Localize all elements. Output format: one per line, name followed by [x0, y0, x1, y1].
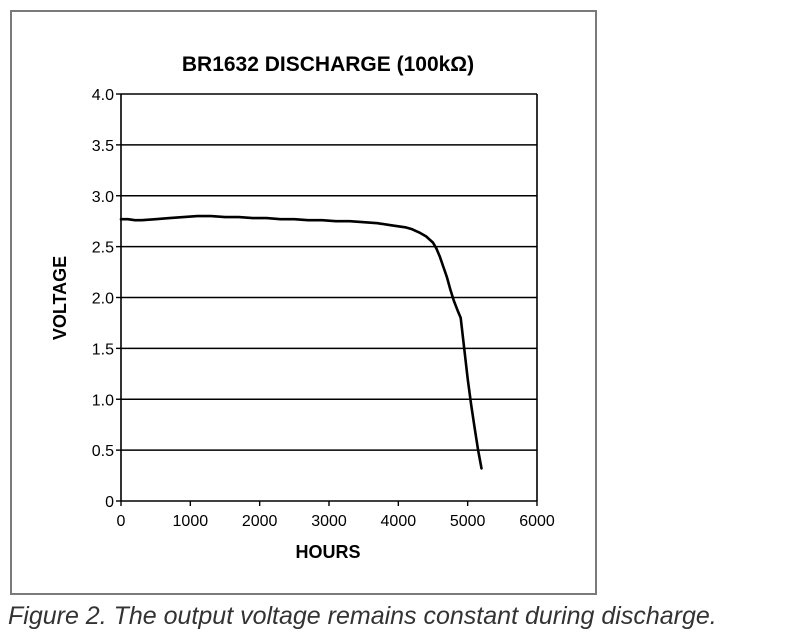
y-tick-label: 0: [105, 494, 114, 511]
x-tick-label: 2000: [242, 513, 278, 530]
discharge-chart: BR1632 DISCHARGE (100kΩ) 0 0.5 1.0 1.5 2.0 2.…: [50, 53, 555, 562]
x-tick-label: 6000: [519, 513, 555, 530]
discharge-curve: [119, 214, 483, 470]
chart-title: BR1632 DISCHARGE (100kΩ): [182, 53, 474, 76]
chart-frame: [10, 10, 597, 595]
grid-lines: [121, 93, 537, 451]
y-tick-label: 3.0: [92, 189, 114, 206]
series-layer: [119, 214, 483, 470]
y-tick-label: 2.5: [92, 240, 114, 257]
figure-caption: Figure 2. The output voltage remains con…: [8, 602, 717, 630]
x-tick-label: 5000: [450, 513, 486, 530]
y-tick-label: 0.5: [92, 443, 114, 460]
y-tick-label: 1.0: [92, 392, 114, 409]
x-tick-label: 3000: [311, 513, 347, 530]
y-tick-label: 1.5: [92, 341, 114, 358]
x-tick-label: 4000: [381, 513, 417, 530]
x-axis-label: HOURS: [295, 542, 360, 562]
axes: [116, 93, 538, 506]
y-tick-label: 4.0: [92, 87, 114, 104]
y-tick-label: 3.5: [92, 138, 114, 155]
x-tick-label: 0: [117, 513, 126, 530]
y-tick-label: 2.0: [92, 291, 114, 308]
y-axis-label: VOLTAGE: [50, 256, 70, 340]
x-tick-label: 1000: [173, 513, 209, 530]
tick-labels: 0 0.5 1.0 1.5 2.0 2.5 3.0 3.5 4.0 0 1000 2000 3000 40…: [92, 87, 555, 530]
